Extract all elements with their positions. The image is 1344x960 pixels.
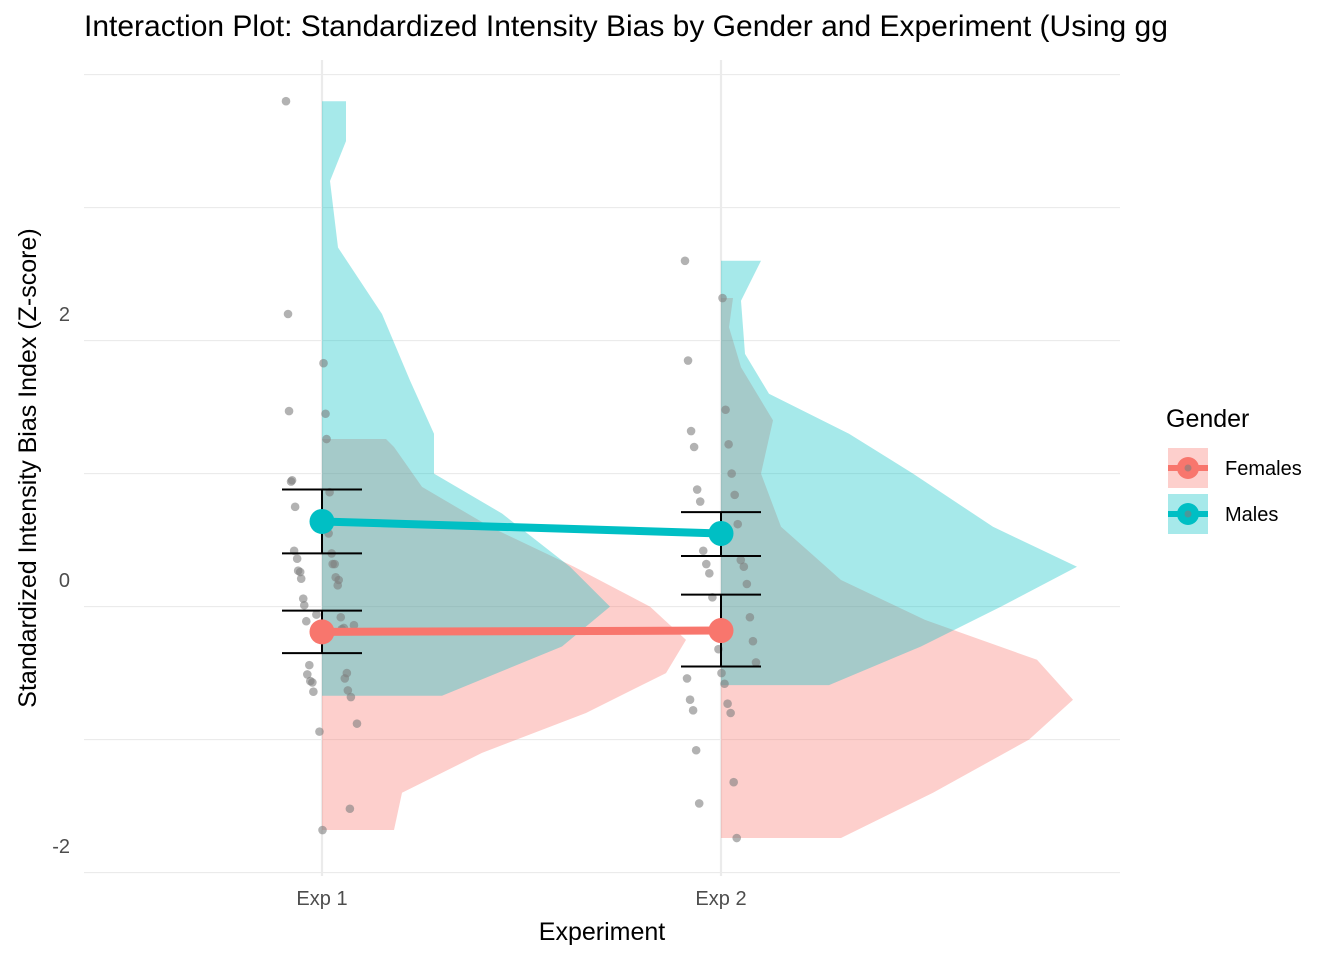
data-point <box>701 559 711 569</box>
legend-title: Gender <box>1166 405 1249 433</box>
data-point <box>333 581 343 590</box>
data-point <box>318 825 327 835</box>
data-point <box>717 668 726 678</box>
data-point <box>732 833 742 843</box>
axis-ticks: -2 0 2 Exp 1 Exp 2 <box>52 304 746 910</box>
data-point <box>705 569 714 578</box>
legend-label: Males <box>1225 504 1278 526</box>
data-point <box>309 687 318 697</box>
data-point <box>718 293 727 303</box>
data-point <box>346 692 356 702</box>
gridlines <box>84 60 1120 876</box>
legend: Gender Females Males <box>1166 405 1302 534</box>
data-point <box>695 497 705 506</box>
chart-title: Interaction Plot: Standardized Intensity… <box>84 10 1168 43</box>
data-point <box>742 579 752 589</box>
mean-point-females <box>309 619 335 645</box>
y-axis-title: Standardized Intensity Bias Index (Z-sco… <box>14 228 42 707</box>
data-point <box>283 309 293 319</box>
data-point <box>312 610 321 619</box>
y-tick-label: -2 <box>52 836 70 858</box>
density-violins <box>322 101 1077 839</box>
data-point <box>292 554 302 564</box>
mean-line-males <box>321 517 722 538</box>
data-point <box>345 804 355 814</box>
data-point <box>284 406 294 416</box>
data-point <box>692 485 702 494</box>
density-males-exp-1 <box>322 101 610 696</box>
data-point <box>286 477 296 486</box>
data-point <box>733 519 743 529</box>
data-point <box>685 695 695 704</box>
mean-point-males <box>708 520 734 546</box>
data-point <box>726 708 735 718</box>
data-point <box>308 678 317 687</box>
data-point <box>694 799 704 808</box>
data-point <box>296 574 306 583</box>
data-point <box>724 440 733 449</box>
data-point <box>305 660 314 670</box>
data-point <box>748 636 758 646</box>
data-point <box>298 594 308 603</box>
data-point <box>736 555 746 565</box>
data-point <box>352 719 362 728</box>
density-males-exp-2 <box>721 260 1077 686</box>
legend-item-females: Females <box>1168 448 1302 488</box>
data-point <box>698 546 708 556</box>
data-point <box>336 612 346 622</box>
data-point <box>322 434 331 444</box>
data-point <box>319 358 328 368</box>
data-point <box>745 612 755 622</box>
data-point <box>739 562 749 571</box>
data-point <box>295 567 305 577</box>
data-point <box>751 658 761 667</box>
legend-label: Females <box>1225 458 1302 480</box>
y-tick-label: 2 <box>59 304 70 326</box>
data-point <box>686 426 696 436</box>
data-point <box>321 409 330 419</box>
data-point <box>727 469 736 478</box>
data-point <box>343 686 353 695</box>
y-tick-label: 0 <box>59 570 70 592</box>
data-point <box>290 502 300 512</box>
data-point <box>683 356 693 365</box>
mean-point-males <box>309 508 335 534</box>
data-point <box>349 620 359 630</box>
legend-key-dot <box>1184 510 1192 518</box>
legend-item-males: Males <box>1168 494 1278 534</box>
legend-key-dot <box>1184 464 1192 472</box>
data-point <box>720 679 729 689</box>
x-tick-label: Exp 1 <box>296 888 347 910</box>
data-point <box>330 559 339 569</box>
data-point <box>301 616 311 626</box>
data-point <box>689 442 699 452</box>
data-point <box>315 727 324 736</box>
data-point <box>721 405 730 415</box>
data-point <box>299 600 309 610</box>
mean-lines <box>309 508 734 645</box>
data-point <box>691 745 701 755</box>
data-point <box>730 490 739 500</box>
mean-line-females <box>321 626 722 636</box>
data-point <box>680 256 690 266</box>
data-point <box>688 706 698 715</box>
x-axis-title: Experiment <box>539 918 665 946</box>
data-point <box>281 96 291 106</box>
mean-point-females <box>708 618 734 644</box>
data-point <box>682 674 692 683</box>
data-point <box>342 668 352 678</box>
data-point <box>729 777 738 787</box>
data-point <box>302 670 312 679</box>
data-point <box>723 699 732 708</box>
density-females-exp-2 <box>721 298 1073 839</box>
x-tick-label: Exp 2 <box>695 888 746 910</box>
